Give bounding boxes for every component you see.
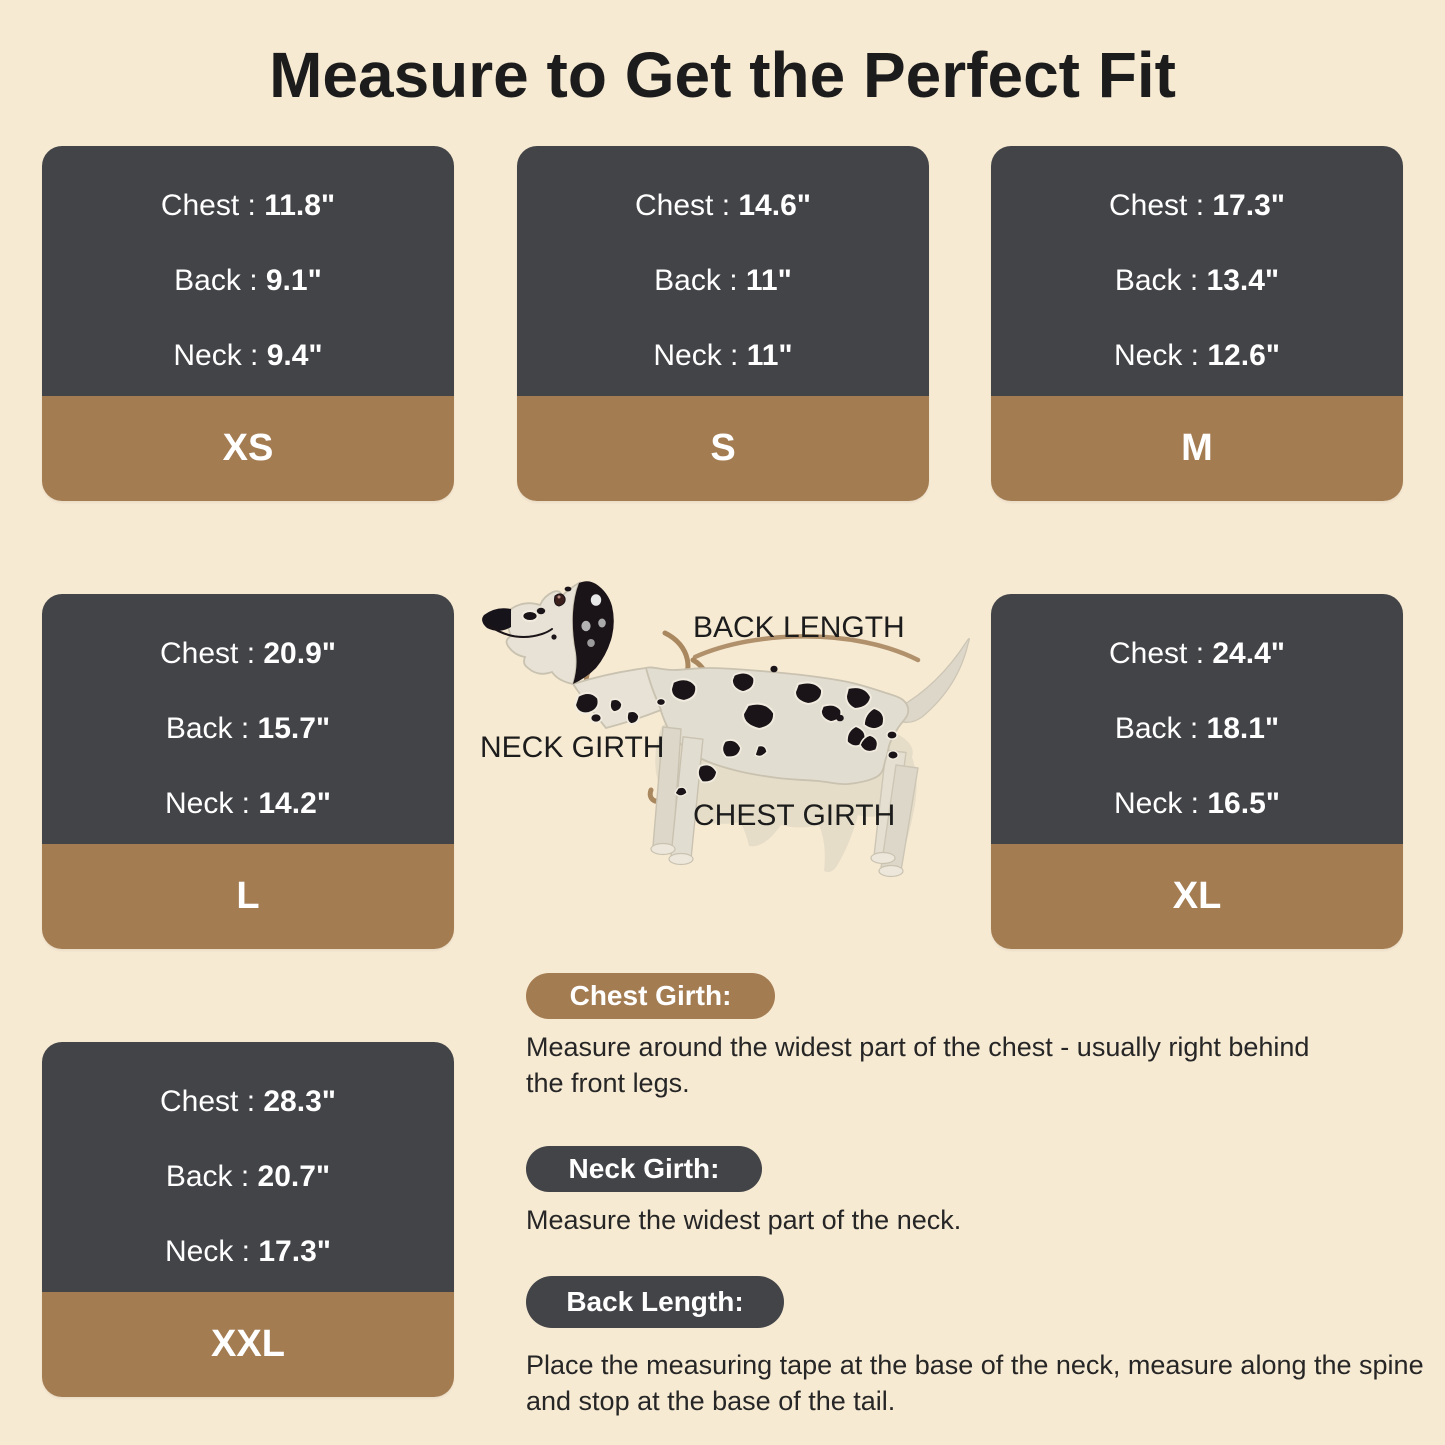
- svg-text:BACK LENGTH: BACK LENGTH: [693, 611, 905, 644]
- svg-text:CHEST GIRTH: CHEST GIRTH: [693, 799, 895, 832]
- svg-text:NECK GIRTH: NECK GIRTH: [480, 731, 664, 764]
